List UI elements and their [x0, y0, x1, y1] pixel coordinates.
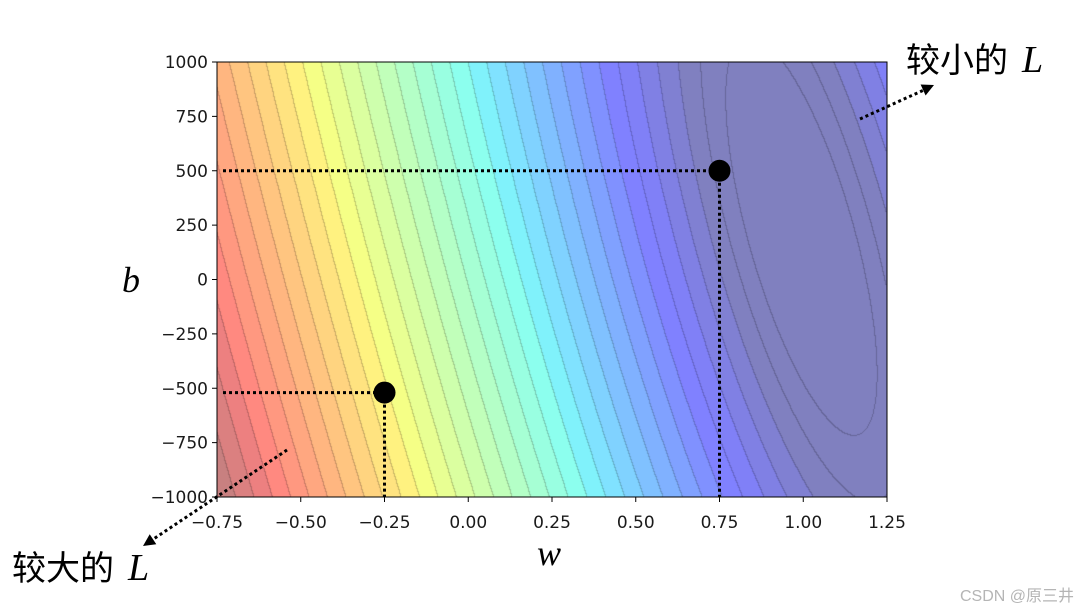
x-tick-label: 0.00 [449, 513, 487, 533]
y-tick-label: 0 [197, 271, 208, 291]
y-tick-label: 1000 [165, 53, 208, 73]
annotation-bottom-left: 较大的 L [12, 548, 149, 589]
arrow-head [143, 534, 157, 546]
y-tick-label: −500 [161, 379, 208, 399]
arrow-shaft [859, 88, 926, 121]
guide-lines [223, 169, 721, 497]
x-tick-label: 0.75 [701, 513, 739, 533]
x-tick-label: 1.25 [868, 513, 906, 533]
y-axis-label: b [122, 260, 140, 300]
annotation-arrow-top-right [859, 84, 934, 121]
x-tick-label: 1.00 [784, 513, 822, 533]
x-tick-label: 0.25 [533, 513, 571, 533]
annotation-text: 较小的 [906, 41, 1008, 81]
y-tick-label: 500 [176, 162, 208, 182]
plot-frame [216, 61, 888, 498]
x-axis-label: w [537, 533, 561, 573]
annotation-symbol: L [1022, 39, 1044, 81]
annotation-arrow-bottom-left [143, 448, 288, 546]
y-tick-label: −1000 [150, 488, 208, 508]
annotation-text: 较大的 [12, 549, 114, 589]
x-tick-label: −0.50 [275, 513, 327, 533]
annotation-top-right: 较小的 L [906, 40, 1043, 81]
x-tick-label: −0.25 [358, 513, 410, 533]
watermark: CSDN @原三井 [959, 588, 1074, 605]
y-tick-label: −250 [161, 325, 208, 345]
arrow-head [920, 84, 934, 96]
y-tick-label: −750 [161, 434, 208, 454]
y-tick-label: 750 [176, 107, 208, 127]
annotation-symbol: L [128, 547, 150, 589]
data-points [373, 159, 731, 404]
axes: 1000 750 500 250 0 −250 −500 −750 −1000 −0.75 −0.5… [150, 53, 905, 533]
x-tick-label: 0.50 [617, 513, 655, 533]
x-tick-label: −0.75 [191, 513, 243, 533]
contour-fill [217, 62, 887, 497]
data-point [373, 381, 396, 404]
data-point [708, 159, 731, 182]
y-tick-label: 250 [176, 216, 208, 236]
